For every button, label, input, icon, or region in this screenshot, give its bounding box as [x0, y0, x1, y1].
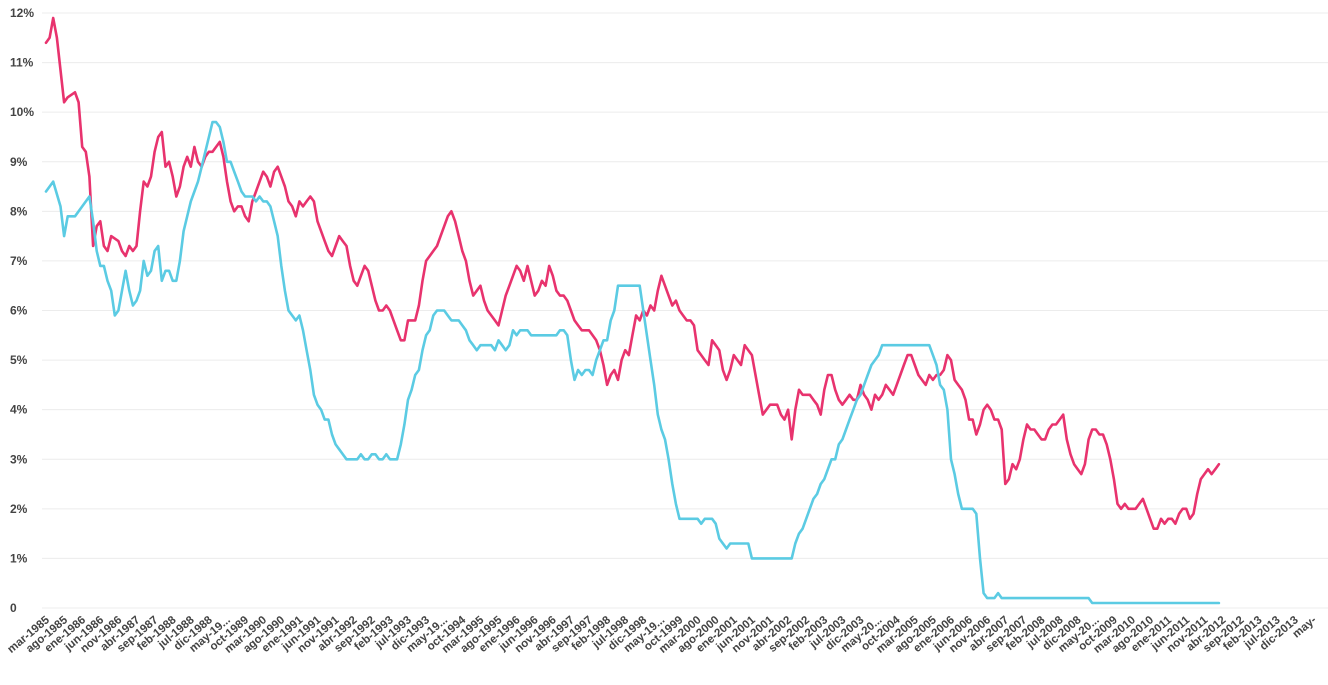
y-tick-label: 8%	[10, 204, 28, 218]
y-tick-label: 11%	[10, 56, 34, 70]
series-line-1	[44, 16, 1221, 530]
y-tick-label: 0	[10, 601, 17, 615]
series-line-2	[44, 120, 1221, 605]
y-tick-label: 12%	[10, 6, 34, 20]
y-tick-label: 4%	[10, 403, 28, 417]
y-tick-label: 3%	[10, 452, 28, 466]
y-axis-ticks: 0 1% 2% 3% 4% 5% 6% 7% 8% 9% 10% 11% 12%	[10, 6, 34, 615]
grid-lines	[42, 12, 1328, 609]
y-tick-label: 7%	[10, 254, 28, 268]
y-tick-label: 1%	[10, 551, 28, 565]
y-tick-label: 10%	[10, 105, 34, 119]
y-tick-label: 5%	[10, 353, 28, 367]
series-lines	[44, 16, 1221, 605]
x-axis-ticks: mar-1985ago-1985ene-1986jun-1986nov-1986…	[6, 614, 1320, 656]
y-tick-label: 9%	[10, 155, 28, 169]
y-tick-label: 6%	[10, 304, 28, 318]
y-tick-label: 2%	[10, 502, 28, 516]
